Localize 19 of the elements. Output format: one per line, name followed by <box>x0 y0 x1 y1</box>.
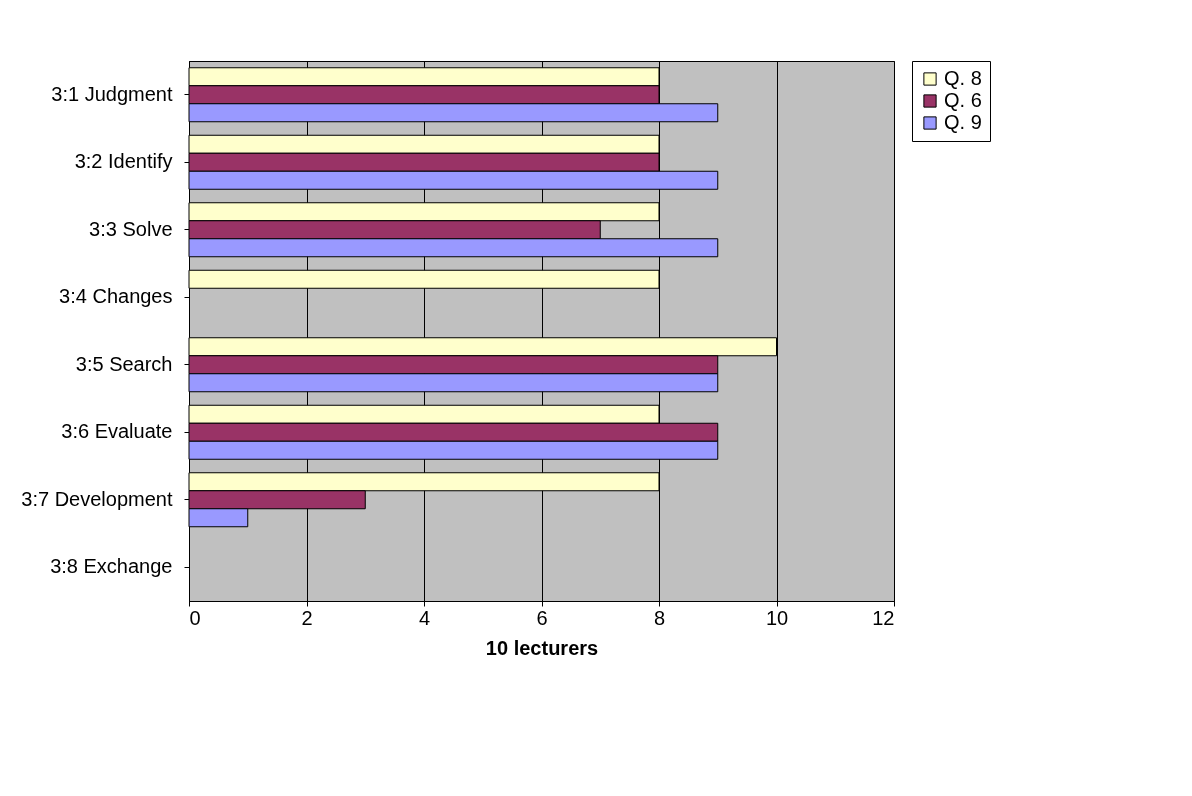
y-tick-label: 3:6 Evaluate <box>61 420 173 443</box>
y-tick-label: 3:5 Search <box>75 352 173 375</box>
y-tick-label: 3:2 Identify <box>74 150 173 173</box>
x-axis-title: 10 lecturers <box>485 636 599 659</box>
x-tick-label: 6 <box>536 606 548 629</box>
x-tick-label: 8 <box>653 606 666 629</box>
legend-label: Q. 8 <box>944 67 982 89</box>
x-tick-label: 10 <box>765 606 789 629</box>
x-tick-label: 0 <box>189 606 201 629</box>
y-tick-label: 3:8 Exchange <box>50 555 173 578</box>
legend-label: Q. 6 <box>944 89 982 111</box>
x-tick-label: 12 <box>872 606 895 629</box>
y-tick-label: 3:4 Changes <box>59 285 173 308</box>
y-tick-label: 3:7 Development <box>21 487 173 510</box>
x-tick-label: 2 <box>301 606 313 629</box>
x-tick-label: 4 <box>418 606 431 629</box>
y-tick-label: 3:3 Solve <box>89 217 173 240</box>
legend-label: Q. 9 <box>944 111 982 133</box>
y-tick-label: 3:1 Judgment <box>51 82 173 105</box>
